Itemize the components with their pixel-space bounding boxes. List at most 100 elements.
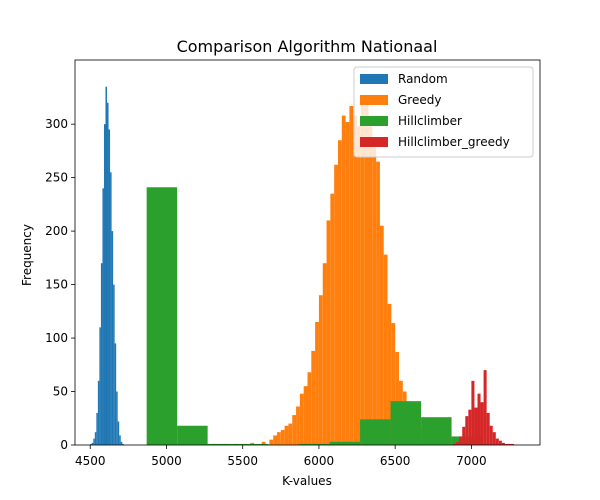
histogram-bar [360,419,391,445]
histogram-bar [353,115,358,445]
histogram-bar [489,425,493,445]
histogram-bar [462,426,466,445]
histogram-bar [322,263,327,445]
histogram-bar [269,439,274,445]
histogram-bar [311,350,316,445]
legend-label: Greedy [398,93,441,107]
x-tick-label: 5500 [227,454,258,468]
histogram-bar [465,416,469,445]
histogram-bar [261,441,266,445]
histogram-bar [108,129,111,445]
histogram-bar [114,343,117,445]
legend-label: Hillclimber [398,114,462,128]
histogram-bar [119,435,121,445]
series-random [90,86,124,446]
histogram-bar [387,303,392,445]
histogram-bar [372,145,377,446]
histogram-bar [376,161,380,445]
histogram-bar [326,220,331,445]
axes: 4500 5000 5500 6000 6500 7000 0 50 100 150 200 250 3… [45,59,541,468]
histogram-bar [103,124,106,446]
histogram-bar [120,441,123,445]
histogram-bar [299,443,330,445]
y-tick-label: 0 [60,438,68,452]
histogram-bar [303,386,308,445]
legend-swatch [360,116,388,126]
legend: Random Greedy Hillclimber Hillclimber_greed… [353,66,534,158]
histogram-bar [421,417,452,445]
histogram-bar [117,421,120,445]
histogram-bar [91,442,94,445]
x-tick-label: 4500 [75,454,106,468]
histogram-bar [495,438,499,445]
histogram-bar [97,380,100,445]
histogram-bar [111,231,114,445]
histogram-bar [292,415,297,445]
y-tick-label: 200 [45,224,68,238]
histogram-bar [107,102,109,446]
histogram-bar [207,443,239,445]
histogram-bar [498,440,502,445]
legend-label: Random [398,72,448,86]
histogram-bar [468,409,472,445]
histogram-bar [364,100,369,445]
y-tick-label: 100 [45,331,68,345]
histogram-bar [96,412,98,445]
histogram-bar [474,407,478,445]
histogram-bar [480,402,484,445]
x-tick-label: 5000 [151,454,182,468]
y-tick-label: 250 [45,171,68,185]
histogram-bar [280,430,285,445]
y-tick-label: 50 [53,385,68,399]
x-axis-label: K-values [282,474,332,488]
histogram-bar [483,370,487,445]
histogram-bar [105,86,108,445]
legend-swatch [360,74,388,84]
histogram-bar [307,372,312,445]
histogram-bar [368,126,373,446]
histogram-bar [337,140,342,446]
histogram-bar [299,393,304,445]
histogram-bar [507,443,512,445]
histogram-bar [93,438,95,445]
histogram-bar [315,322,319,445]
histogram-bars [90,86,515,446]
histogram-bar [99,327,101,445]
x-tick-label: 6000 [304,454,335,468]
histogram-bar [146,187,178,445]
series-hillclimber [146,187,483,445]
chart-title: Comparison Algorithm Nationaal [177,37,438,56]
histogram-bar [391,323,396,445]
histogram-bar [345,122,350,446]
histogram-bar [100,263,103,445]
y-tick-label: 150 [45,278,68,292]
histogram-bar [330,193,335,445]
histogram-bar [90,443,92,445]
legend-box [353,66,534,158]
legend-swatch [360,95,388,105]
x-tick-label: 6500 [380,454,411,468]
y-axis-label: Frequency [20,224,34,286]
histogram-bar [273,435,278,445]
histogram-bar [296,406,300,445]
histogram-bar [459,436,463,445]
histogram-bar [277,432,281,445]
histogram-bar [395,351,399,445]
histogram-bar [238,443,269,445]
histogram-bar [116,391,118,445]
histogram-bar [453,443,457,445]
histogram-bar [383,254,388,445]
histogram-bar [334,164,338,446]
histogram-bar [318,295,323,445]
y-tick-label: 300 [45,117,68,131]
series-hillclimber-greedy [453,370,515,445]
histogram-bar [511,443,515,445]
histogram-bar [504,443,508,445]
histogram-bar [456,441,460,445]
histogram-bar [477,393,481,445]
histogram-bar [390,401,422,445]
legend-swatch [360,137,388,147]
histogram-bar [288,423,293,445]
histogram-bar [122,443,124,445]
